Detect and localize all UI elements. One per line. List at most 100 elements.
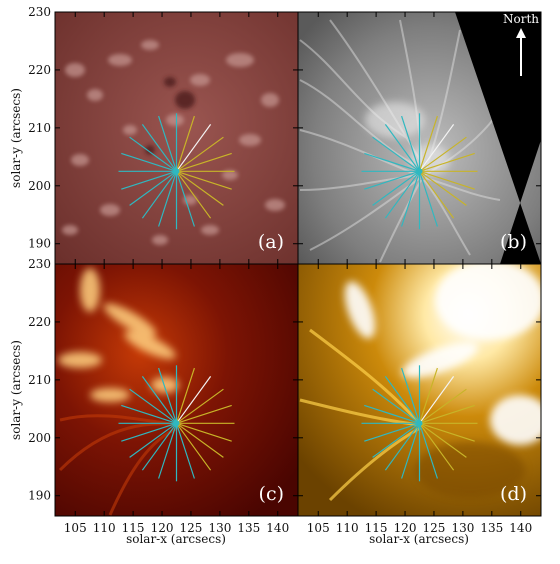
ray-line: [372, 136, 420, 172]
ray-line: [419, 124, 455, 172]
ray-line: [158, 115, 178, 172]
ray-line: [419, 422, 455, 471]
x-tick-label: 110: [336, 521, 359, 535]
panel-frame-d: [297, 263, 542, 517]
x-tick-label: 115: [365, 521, 388, 535]
ray-line: [141, 422, 177, 471]
ray-line: [121, 422, 177, 442]
y-tick-label: 190: [28, 489, 51, 503]
ray-line: [364, 422, 420, 442]
ray-line: [384, 376, 420, 424]
panel-a-granulation: [62, 40, 285, 245]
ray-line: [419, 170, 467, 206]
ray-line: [419, 170, 455, 219]
ray-line: [175, 423, 195, 479]
ray-line: [176, 422, 232, 442]
ray-line: [401, 423, 421, 479]
ray-line: [175, 115, 195, 172]
ray-line: [419, 152, 475, 172]
ray-line: [419, 388, 467, 424]
ray-fan-a: [118, 113, 235, 230]
ray-line: [176, 152, 232, 172]
ray-line: [141, 170, 177, 219]
y-tick-label: 230: [28, 257, 51, 271]
panel-frames: [54, 11, 542, 517]
ray-line: [141, 124, 177, 172]
ray-fan-center: [416, 420, 423, 427]
x-tick-label: 105: [64, 521, 87, 535]
panel-labels: (a) (b) (c) (d): [258, 231, 527, 505]
ray-line: [364, 170, 420, 190]
ray-line: [401, 115, 421, 172]
x-tick-label: 105: [307, 521, 330, 535]
panel-c-loops: [58, 268, 179, 402]
ray-line: [372, 388, 420, 424]
y-tick-label: 230: [28, 5, 51, 19]
ray-fan-d: [361, 365, 478, 482]
panel-label-d: (d): [500, 483, 527, 505]
ray-line: [176, 422, 224, 458]
x-tick-label: 115: [122, 521, 145, 535]
ray-line: [176, 124, 212, 172]
y-tick-label: 210: [28, 373, 51, 387]
ray-line: [121, 152, 177, 172]
x-tick-label: 110: [93, 521, 116, 535]
ray-line: [176, 170, 232, 190]
ray-line: [364, 404, 420, 424]
y-tick-label: 220: [28, 63, 51, 77]
y-axis-title-top: solar-y (arcsecs): [9, 88, 23, 188]
north-arrow-icon: North: [503, 12, 539, 76]
ray-line: [419, 422, 467, 458]
ray-fan-center: [173, 168, 180, 175]
y-tick-label: 220: [28, 315, 51, 329]
x-tick-label: 140: [509, 521, 532, 535]
ray-line: [158, 423, 178, 479]
ray-line: [129, 422, 177, 458]
ray-line: [418, 171, 438, 227]
ray-line: [176, 136, 224, 172]
x-tick-label: 140: [266, 521, 289, 535]
panel-b-black-wedge: [455, 12, 541, 264]
ray-line: [121, 170, 177, 190]
x-tick-label: 130: [208, 521, 231, 535]
ray-fan-b: [361, 113, 478, 230]
ray-line: [401, 171, 421, 227]
y-axis-title-bottom: solar-y (arcsecs): [9, 340, 23, 440]
panel-label-c: (c): [259, 483, 284, 505]
ray-line: [384, 170, 420, 219]
panel-d-bright-regions: [344, 264, 541, 445]
x-tick-label: 125: [423, 521, 446, 535]
y-tick-label: 200: [28, 431, 51, 445]
ray-line: [158, 367, 178, 424]
ray-line: [176, 388, 224, 424]
ray-line: [175, 367, 195, 424]
panel-d: [298, 264, 541, 516]
y-tick-label: 190: [28, 237, 51, 251]
x-tick-label: 125: [180, 521, 203, 535]
ray-line: [401, 367, 421, 424]
ray-line: [121, 404, 177, 424]
ray-line: [129, 136, 177, 172]
ray-line: [129, 170, 177, 206]
ray-line: [419, 170, 475, 190]
x-tick-label: 135: [237, 521, 260, 535]
ray-line: [176, 422, 212, 471]
ray-line: [419, 136, 467, 172]
ray-line: [419, 404, 475, 424]
panel-label-b: (b): [500, 231, 527, 253]
ray-line: [158, 171, 178, 227]
ray-fan-center: [173, 420, 180, 427]
ray-line: [419, 422, 475, 442]
x-axis-title-left: solar-x (arcsecs): [126, 532, 226, 546]
ray-line: [129, 388, 177, 424]
x-axis-title-right: solar-x (arcsecs): [369, 532, 469, 546]
ray-line: [176, 170, 224, 206]
ray-line: [419, 376, 455, 424]
ray-line: [175, 171, 195, 227]
y-tick-label: 210: [28, 121, 51, 135]
ray-line: [418, 423, 438, 479]
ray-fan-c: [118, 365, 235, 482]
ray-line: [384, 124, 420, 172]
